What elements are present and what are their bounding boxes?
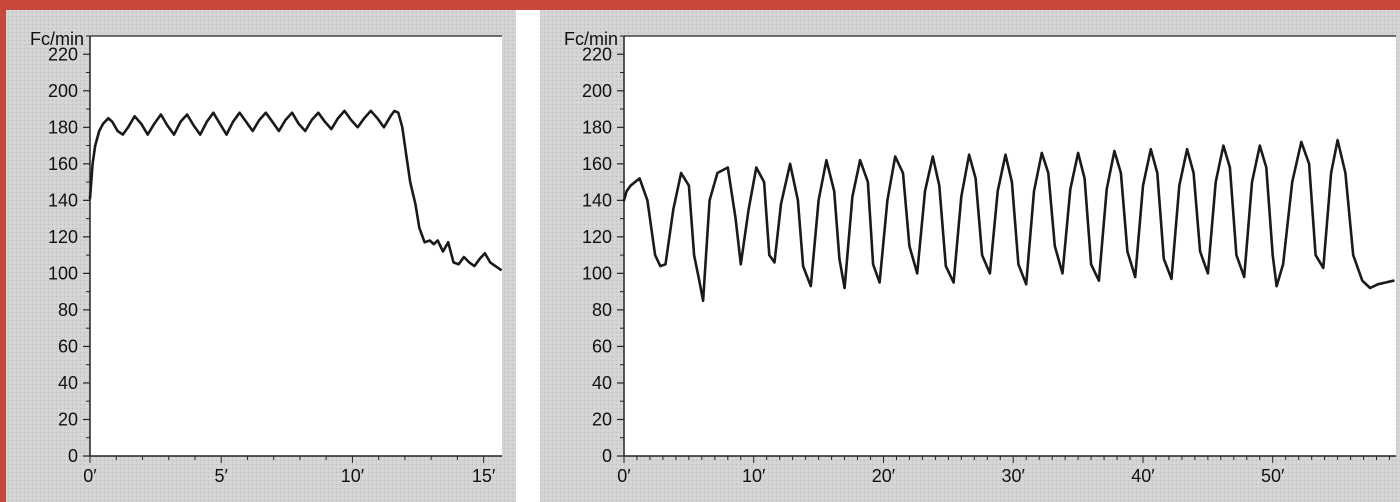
plot-area-left (90, 36, 502, 456)
x-tick-label: 0′ (617, 466, 631, 486)
y-tick-label: 40 (592, 373, 612, 393)
y-tick-label: 0 (602, 446, 612, 466)
x-tick-label: 40′ (1131, 466, 1155, 486)
y-unit-label: Fc/min (564, 29, 618, 49)
y-tick-label: 40 (58, 373, 78, 393)
chart-left: 0 20 40 60 80 100 120 140 160 180 200 220 0′ 5′ 10′ 15′… (30, 29, 503, 486)
y-tick-label: 100 (48, 263, 78, 283)
x-tick-label: 50′ (1261, 466, 1285, 486)
y-tick-label: 0 (68, 446, 78, 466)
x-tick-label: 0′ (83, 466, 97, 486)
x-tick-label: 5′ (215, 466, 229, 486)
y-tick-label: 100 (582, 263, 612, 283)
heart-rate-line (622, 138, 1395, 303)
y-tick-label: 160 (582, 154, 612, 174)
y-tick-label: 200 (48, 81, 78, 101)
y-unit-label: Fc/min (30, 29, 84, 49)
y-tick-label: 220 (48, 44, 78, 64)
y-tick-label: 180 (582, 117, 612, 137)
y-tick-label: 120 (582, 227, 612, 247)
x-tick-label: 15′ (472, 466, 496, 486)
y-tick-label: 180 (48, 117, 78, 137)
y-tick-label: 120 (48, 227, 78, 247)
plot-area-right (624, 36, 1396, 456)
heart-rate-line (88, 109, 503, 272)
y-tick-label: 220 (582, 44, 612, 64)
y-tick-label: 140 (582, 190, 612, 210)
x-tick-label: 20′ (872, 466, 896, 486)
y-tick-label: 80 (592, 300, 612, 320)
y-tick-label: 60 (592, 336, 612, 356)
x-tick-label: 10′ (742, 466, 766, 486)
y-tick-label: 60 (58, 336, 78, 356)
x-tick-label: 10′ (341, 466, 365, 486)
y-tick-label: 200 (582, 81, 612, 101)
x-tick-label: 30′ (1002, 466, 1026, 486)
y-tick-label: 140 (48, 190, 78, 210)
y-tick-label: 80 (58, 300, 78, 320)
y-tick-label: 20 (592, 409, 612, 429)
y-tick-label: 160 (48, 154, 78, 174)
panel-divider (516, 10, 540, 502)
y-tick-label: 20 (58, 409, 78, 429)
chart-right: 0 20 40 60 80 100 120 140 160 180 200 220 0′ 10′ 20′ 30… (564, 29, 1396, 486)
